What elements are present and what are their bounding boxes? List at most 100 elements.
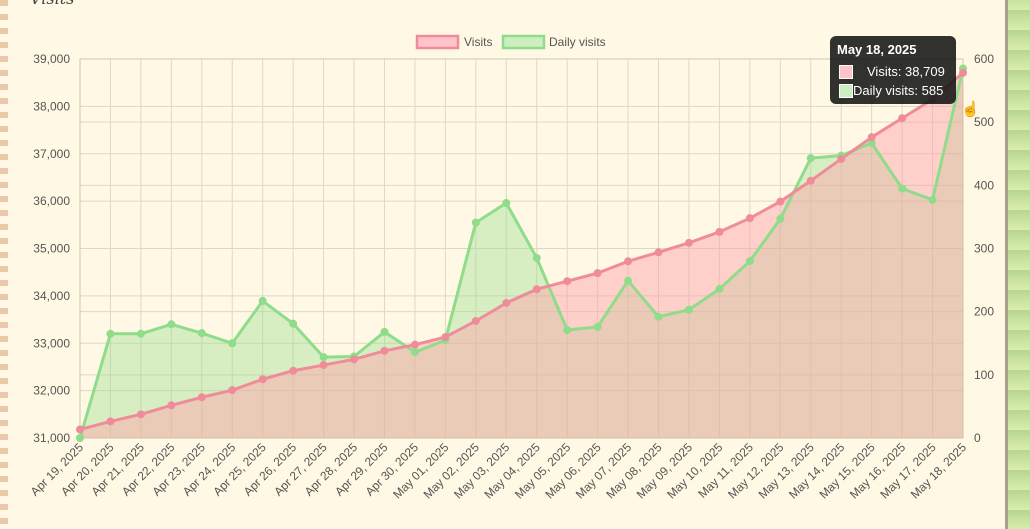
point-visits[interactable]: [898, 114, 907, 123]
y-left-tick-label: 35,000: [33, 242, 70, 256]
y-left-tick-label: 33,000: [33, 336, 70, 350]
y-left-tick-label: 34,000: [33, 289, 70, 303]
point-daily-visits[interactable]: [106, 329, 115, 338]
point-visits[interactable]: [959, 68, 967, 77]
line-daily-visits: [78, 68, 965, 439]
chart-points: [76, 64, 967, 442]
right-decorative-border: [1005, 0, 1030, 529]
legend-label-daily-visits[interactable]: Daily visits: [549, 35, 606, 49]
point-daily-visits[interactable]: [167, 320, 176, 329]
chart-legend: Visits Daily visits: [415, 34, 606, 50]
point-daily-visits[interactable]: [197, 329, 206, 338]
point-visits[interactable]: [684, 238, 693, 247]
point-daily-visits[interactable]: [136, 329, 145, 338]
y-right-tick-label: 0: [974, 431, 981, 445]
plot-frame: [79, 58, 964, 439]
chart-areas: [80, 68, 963, 438]
point-visits[interactable]: [258, 375, 267, 384]
point-visits[interactable]: [563, 277, 572, 286]
point-visits[interactable]: [624, 257, 633, 266]
right-axis-ticks: 0 100 200 300 400 500 600: [974, 52, 994, 445]
point-visits[interactable]: [380, 346, 389, 355]
point-visits[interactable]: [532, 285, 541, 294]
y-right-tick-label: 500: [974, 115, 994, 129]
tooltip-row-visits: Visits: 38,709: [837, 62, 949, 81]
point-visits[interactable]: [837, 154, 846, 163]
point-daily-visits[interactable]: [410, 348, 419, 357]
y-right-tick-label: 300: [974, 242, 994, 256]
point-visits[interactable]: [136, 410, 145, 419]
point-daily-visits[interactable]: [289, 319, 298, 328]
point-visits[interactable]: [654, 248, 663, 257]
point-daily-visits[interactable]: [776, 214, 785, 223]
point-visits[interactable]: [502, 298, 511, 307]
area-visits: [80, 72, 963, 438]
chart-lines: [78, 68, 965, 439]
point-daily-visits[interactable]: [654, 312, 663, 321]
point-visits[interactable]: [319, 361, 328, 370]
point-visits[interactable]: [410, 340, 419, 349]
point-daily-visits[interactable]: [928, 195, 937, 204]
legend-swatch-visits[interactable]: [415, 34, 460, 50]
point-daily-visits[interactable]: [624, 276, 633, 285]
tooltip-swatch-visits: [839, 64, 853, 79]
point-daily-visits[interactable]: [745, 257, 754, 266]
point-daily-visits[interactable]: [563, 325, 572, 334]
point-visits[interactable]: [867, 133, 876, 142]
tooltip-visits-text: Visits: 38,709: [867, 64, 945, 79]
point-daily-visits[interactable]: [532, 253, 541, 262]
y-left-tick-label: 37,000: [33, 147, 70, 161]
chart-grid: [79, 58, 964, 439]
point-visits[interactable]: [167, 401, 176, 410]
tooltip-title: May 18, 2025: [837, 42, 917, 57]
y-left-tick-label: 32,000: [33, 384, 70, 398]
point-visits[interactable]: [593, 269, 602, 278]
point-visits[interactable]: [806, 176, 815, 185]
y-left-tick-label: 36,000: [33, 194, 70, 208]
y-left-tick-label: 39,000: [33, 52, 70, 66]
chart-tooltip: May 18, 2025 Visits: 38,709 Daily visits…: [830, 36, 956, 104]
legend-swatch-daily-visits[interactable]: [501, 34, 546, 50]
point-visits[interactable]: [289, 366, 298, 375]
point-visits[interactable]: [715, 227, 724, 236]
y-left-tick-label: 31,000: [33, 431, 70, 445]
point-daily-visits[interactable]: [502, 199, 511, 208]
point-daily-visits[interactable]: [380, 327, 389, 336]
page-title: Visits: [30, 0, 74, 8]
point-visits[interactable]: [350, 355, 359, 364]
left-decorative-border: [0, 0, 8, 529]
y-right-tick-label: 100: [974, 368, 994, 382]
point-visits[interactable]: [106, 417, 115, 426]
point-visits[interactable]: [441, 333, 450, 342]
cursor-icon: ☝: [961, 101, 980, 118]
tooltip-daily-text: Daily visits: 585: [853, 83, 944, 98]
legend-label-visits[interactable]: Visits: [464, 35, 492, 49]
point-daily-visits[interactable]: [684, 305, 693, 314]
y-right-tick-label: 400: [974, 178, 994, 192]
point-daily-visits[interactable]: [806, 154, 815, 163]
line-visits: [79, 71, 964, 431]
point-visits[interactable]: [197, 393, 206, 402]
point-daily-visits[interactable]: [319, 353, 328, 362]
y-right-tick-label: 200: [974, 305, 994, 319]
point-daily-visits[interactable]: [593, 322, 602, 331]
point-daily-visits[interactable]: [76, 434, 84, 442]
left-axis-ticks: 31,000 32,000 33,000 34,000 35,000 36,000 37,0…: [33, 52, 70, 445]
tooltip-row-daily: Daily visits: 585: [837, 81, 949, 100]
point-daily-visits[interactable]: [228, 339, 237, 348]
y-left-tick-label: 38,000: [33, 99, 70, 113]
point-visits[interactable]: [471, 316, 480, 325]
point-visits[interactable]: [228, 386, 237, 395]
point-visits[interactable]: [76, 425, 84, 434]
y-right-tick-label: 600: [974, 52, 994, 66]
point-daily-visits[interactable]: [471, 218, 480, 227]
point-daily-visits[interactable]: [258, 296, 267, 305]
point-visits[interactable]: [776, 197, 785, 206]
point-daily-visits[interactable]: [898, 184, 907, 193]
point-visits[interactable]: [745, 214, 754, 223]
area-daily-visits: [80, 68, 963, 438]
point-daily-visits[interactable]: [715, 284, 724, 293]
tooltip-swatch-daily: [839, 83, 853, 98]
